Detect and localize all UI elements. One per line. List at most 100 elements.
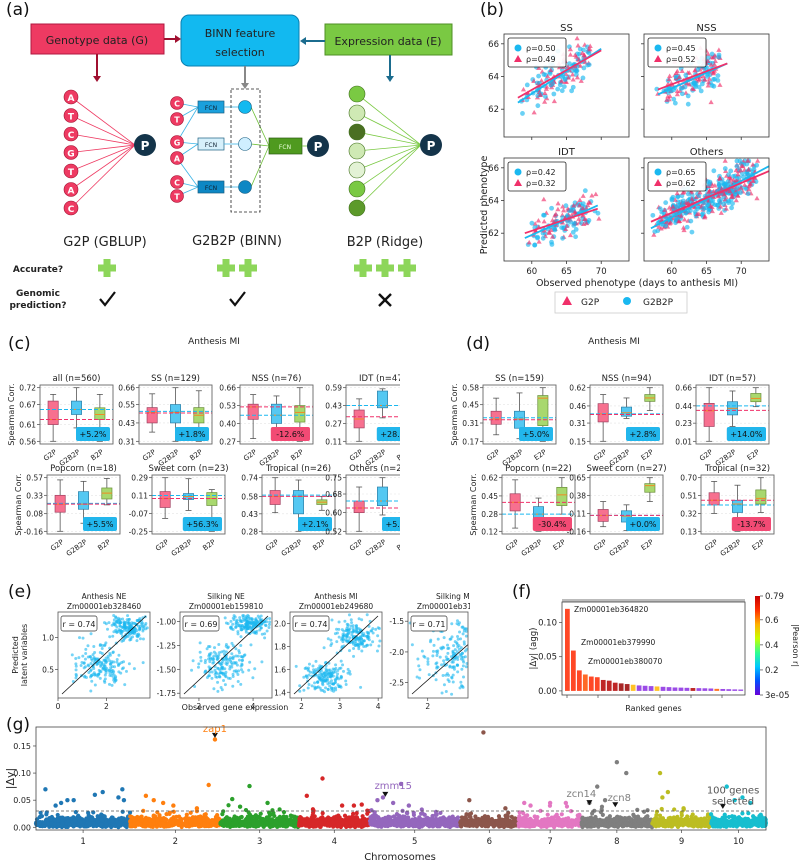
point-g2p — [560, 204, 566, 209]
expression-point — [86, 644, 90, 648]
y-tick-label: 0.31 — [118, 437, 135, 446]
legend-marker-g2b2p — [514, 44, 522, 52]
expression-point — [207, 674, 211, 678]
expression-point — [426, 662, 430, 666]
arrow-expression-down — [386, 55, 394, 82]
expression-point — [346, 623, 350, 627]
y-tick-label: 0.40 — [219, 419, 236, 428]
expression-point — [108, 635, 112, 639]
expression-point — [456, 670, 460, 674]
subplot-title: NSS (n=94) — [602, 374, 652, 384]
legend-marker-g2b2p — [654, 168, 662, 176]
gene-bar — [618, 683, 624, 691]
x-tick-label: G2P — [49, 538, 65, 553]
improvement-badge — [382, 517, 400, 531]
expression-point — [239, 668, 243, 672]
rho-g2b2p: ρ=0.65 — [666, 168, 696, 177]
snp-point — [224, 821, 229, 826]
expression-point — [239, 635, 243, 639]
identity-line — [61, 615, 147, 695]
plot-frame — [482, 384, 557, 445]
snp-point — [115, 823, 121, 828]
colorbar-tick-label: 0.6 — [765, 616, 779, 626]
expression-point — [113, 676, 117, 680]
x-axis-label: Observed gene expression — [182, 703, 289, 712]
point-g2p — [705, 83, 711, 88]
point-g2b2p — [722, 166, 728, 171]
model-title-g2p: G2P (GBLUP) — [63, 235, 146, 250]
snp-point — [344, 821, 349, 826]
expression-point — [366, 633, 370, 637]
x-tick-label: G2P — [485, 448, 501, 463]
expression-point — [431, 649, 435, 653]
expression-point — [248, 625, 252, 629]
expression-point — [104, 622, 108, 626]
improvement-badge-text: +2.8% — [629, 430, 656, 439]
improvement-badge — [76, 427, 110, 441]
point-g2p — [745, 167, 752, 172]
snp-point — [254, 822, 260, 827]
expression-point — [193, 685, 197, 689]
snp-point — [139, 814, 144, 819]
snp-point — [55, 818, 61, 823]
expression-point — [203, 661, 207, 665]
boxplot-tropical: Tropical (n=32)0.700.510.320.13-13.7%G2P… — [680, 464, 775, 558]
nucleotide-node — [170, 151, 184, 165]
point-g2p — [727, 188, 733, 194]
expression-point — [330, 618, 334, 622]
snp-point — [201, 816, 206, 822]
y-tick-label: 64 — [488, 197, 499, 207]
expression-point — [235, 670, 239, 674]
identity-line — [293, 615, 379, 695]
snp-point — [167, 811, 172, 816]
improvement-badge — [532, 517, 572, 531]
snp-point — [158, 823, 163, 829]
point-g2p — [674, 91, 680, 97]
expression-point — [310, 684, 314, 688]
snp-point — [197, 815, 202, 820]
snp-point — [325, 821, 330, 827]
expression-point — [302, 675, 306, 679]
feature-selection-dashed-box — [230, 88, 261, 213]
colorbar-tick-label: 3e-05 — [765, 691, 790, 701]
expression-point — [238, 616, 242, 620]
expression-point — [99, 670, 103, 674]
y-tick-label: 0.38 — [569, 492, 586, 501]
expression-point — [217, 653, 221, 657]
expression-point — [306, 686, 310, 690]
expression-point — [444, 690, 448, 694]
expression-point — [104, 671, 108, 675]
improvement-badge-text: +5.2% — [79, 430, 106, 439]
x-tick-label: B2P — [89, 448, 105, 462]
row-label-genomic-1: Genomic — [16, 289, 60, 299]
expression-point — [348, 627, 352, 631]
chromosome-tick-label: 2 — [173, 837, 178, 847]
box-body — [621, 406, 632, 417]
expression-point — [93, 683, 97, 687]
point-g2p — [673, 70, 679, 76]
subplot-title: Popcorn (n=18) — [50, 464, 117, 474]
expression-point — [416, 657, 420, 661]
point-g2b2p — [685, 101, 691, 107]
expression-point — [196, 665, 200, 669]
expression-point — [459, 657, 463, 661]
expression-point — [118, 662, 122, 666]
snp-point — [188, 810, 193, 815]
expression-point — [462, 675, 466, 679]
point-g2b2p — [726, 198, 731, 204]
gene-bar — [690, 688, 696, 691]
latent-node — [238, 137, 252, 151]
snp-point — [202, 821, 207, 827]
box-e2p — [644, 387, 656, 411]
y-tick-label: 0.28 — [241, 527, 258, 536]
snp-point — [227, 818, 233, 823]
r-value-box — [182, 615, 220, 632]
expression-point — [260, 632, 264, 636]
rho-g2p: ρ=0.49 — [526, 55, 556, 64]
snp-point — [354, 817, 359, 822]
y-tick-label: 0.17 — [462, 437, 479, 446]
point-g2b2p — [573, 226, 579, 232]
point-g2p — [702, 214, 708, 220]
point-g2p — [544, 84, 550, 89]
expression-point — [234, 647, 238, 651]
